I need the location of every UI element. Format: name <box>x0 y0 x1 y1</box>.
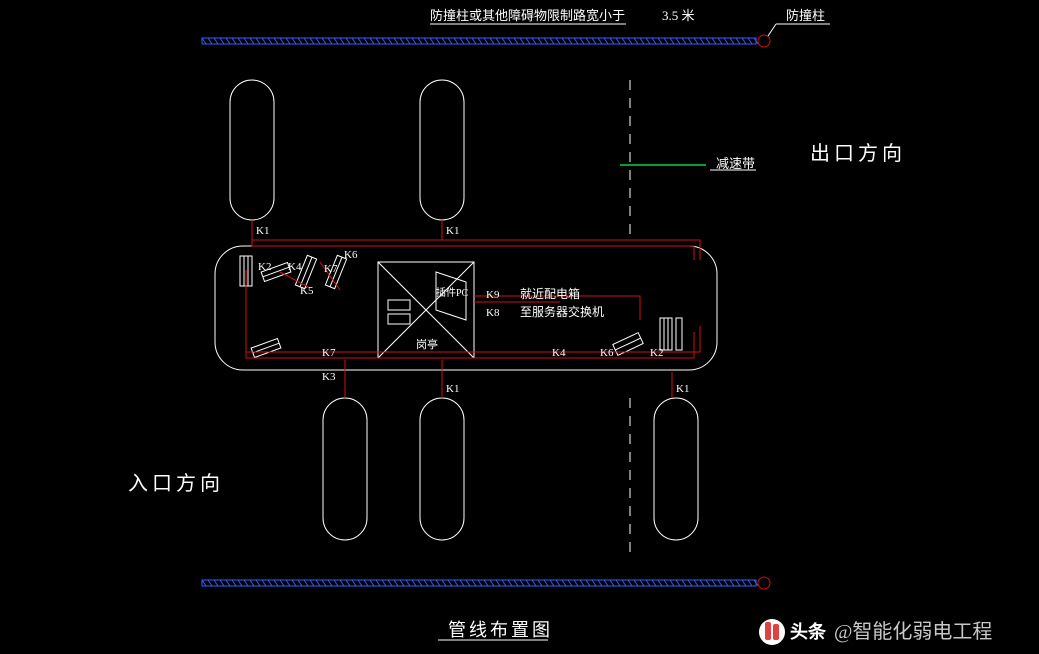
label-k8: K8 <box>486 307 500 319</box>
label-k2-a: K2 <box>258 261 271 273</box>
near-power-label: 就近配电箱 <box>520 286 580 301</box>
canvas-bg <box>0 0 1039 654</box>
label-k3: K3 <box>322 371 336 383</box>
cad-diagram: 防撞柱或其他障碍物限制路宽小于 3.5 米 防撞柱 出口方向 入口方向 减速带 <box>0 0 1039 654</box>
label-k6-b: K6 <box>600 347 614 359</box>
diagram-title: 管线布置图 <box>448 620 553 640</box>
label-k1-b: K1 <box>446 225 459 237</box>
label-k7-b: K7 <box>322 347 336 359</box>
label-k1-c: K1 <box>446 383 459 395</box>
desk-label: 岗亭 <box>416 337 438 351</box>
label-k1-a: K1 <box>256 225 269 237</box>
entry-direction-label: 入口方向 <box>128 472 224 495</box>
label-k1-d: K1 <box>676 383 689 395</box>
label-k5: K5 <box>300 285 314 297</box>
watermark-handle: @智能化弱电工程 <box>834 620 992 643</box>
exit-direction-label: 出口方向 <box>810 142 906 165</box>
watermark-prefix: 头条 <box>790 621 827 642</box>
top-barrier-value: 3.5 米 <box>662 8 695 23</box>
label-k9: K9 <box>486 289 500 301</box>
top-barrier-label: 防撞柱或其他障碍物限制路宽小于 <box>430 8 625 23</box>
to-server-label: 至服务器交换机 <box>520 304 604 319</box>
card-pc-label: 插件PC <box>436 286 469 299</box>
label-k2-b: K2 <box>650 347 663 359</box>
label-k7-a: K7 <box>324 263 338 275</box>
label-k4-a: K4 <box>288 261 302 273</box>
label-k6-a: K6 <box>344 249 358 261</box>
label-k4-b: K4 <box>552 347 566 359</box>
watermark: 头条 @智能化弱电工程 <box>759 619 992 645</box>
speed-bump-label: 减速带 <box>716 156 755 171</box>
top-bollard-label: 防撞柱 <box>786 8 825 23</box>
